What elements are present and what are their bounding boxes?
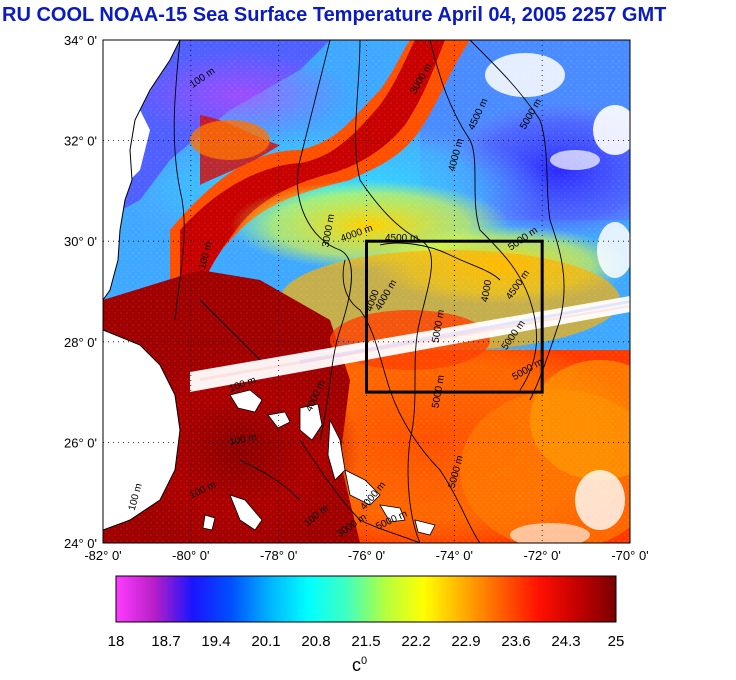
- lon-label: -82° 0': [84, 548, 121, 563]
- colorbar-tick-label: 25: [608, 633, 625, 650]
- lon-label: -78° 0': [260, 548, 297, 563]
- lat-label: 24° 0': [64, 536, 97, 551]
- lat-label: 30° 0': [64, 234, 97, 249]
- colorbar-tick-label: 19.4: [201, 633, 230, 650]
- colorbar-tick-label: 18: [108, 633, 125, 650]
- map-frame: [102, 39, 631, 544]
- colorbar-tick-label: 20.1: [251, 633, 280, 650]
- latitude-labels: 34° 0' 32° 0' 30° 0' 28° 0' 26° 0' 24° 0': [64, 33, 97, 551]
- longitude-labels: -82° 0' -80° 0' -78° 0' -76° 0' -74° 0' -72° …: [84, 548, 648, 563]
- lat-label: 34° 0': [64, 33, 97, 48]
- colorbar-unit: c0: [352, 655, 367, 676]
- lon-label: -74° 0': [436, 548, 473, 563]
- lon-label: -70° 0': [611, 548, 648, 563]
- colorbar-tick-label: 22.2: [401, 633, 430, 650]
- colorbar-tick-label: 23.6: [501, 633, 530, 650]
- contour-label: 4000: [480, 279, 495, 303]
- contour-label: 100 m: [228, 432, 257, 448]
- colorbar-tick-label: 20.8: [301, 633, 330, 650]
- lon-label: -76° 0': [348, 548, 385, 563]
- study-region-box: [365, 239, 544, 394]
- florida-peninsula: [103, 330, 180, 530]
- lat-label: 28° 0': [64, 335, 97, 350]
- unit-symbol: c: [352, 655, 361, 675]
- colorbar-tick-label: 24.3: [551, 633, 580, 650]
- colorbar-tick-label: 21.5: [351, 633, 380, 650]
- swath-gap: [190, 296, 630, 392]
- colorbar-ticks: 18 18.7 19.4 20.1 20.8 21.5 22.2 22.9 23.6 24.3 25: [108, 633, 625, 650]
- unit-superscript: 0: [361, 655, 368, 667]
- colorbar-tick-label: 18.7: [151, 633, 180, 650]
- lon-label: -80° 0': [172, 548, 209, 563]
- lat-label: 32° 0': [64, 134, 97, 149]
- colorbar: [115, 575, 617, 623]
- colorbar-tick-label: 22.9: [451, 633, 480, 650]
- bathymetry-contours: [173, 40, 565, 543]
- bahamas-islands: [202, 389, 436, 536]
- lon-label: -72° 0': [524, 548, 561, 563]
- lat-label: 26° 0': [64, 435, 97, 450]
- chart-title: RU COOL NOAA-15 Sea Surface Temperature …: [2, 4, 667, 26]
- contour-label: 4500 m: [385, 233, 418, 244]
